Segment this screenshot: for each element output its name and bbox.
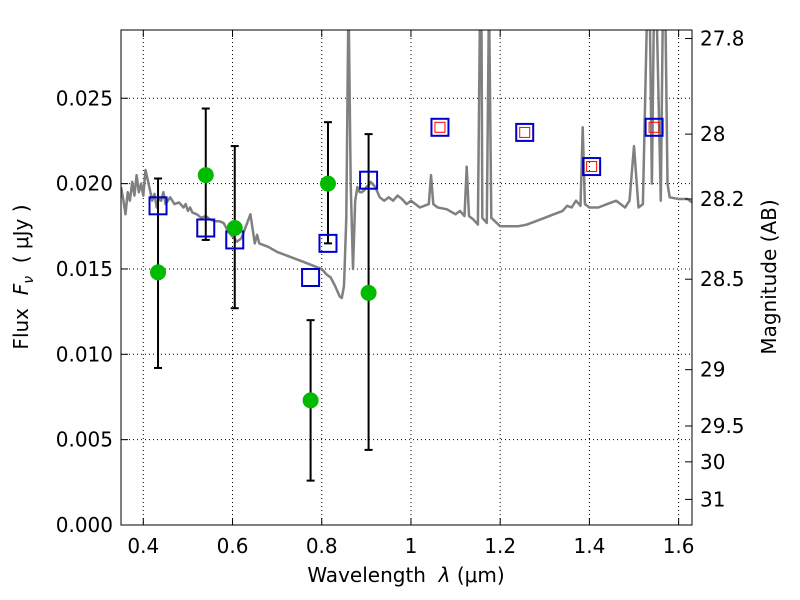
y-tick-label: 0.000 (56, 513, 113, 537)
model-square (301, 268, 321, 287)
observed-points (150, 167, 377, 409)
x-tick-label: 1.6 (663, 534, 695, 558)
observed-point (197, 167, 214, 184)
y-tick-label: 0.015 (56, 257, 113, 281)
y-axis-title: Flux Fν ( μJy ) (9, 204, 37, 349)
y2-tick-label: 28.5 (700, 267, 745, 291)
x-tick-label: 0.4 (127, 534, 159, 558)
model-square (582, 157, 602, 177)
x-tick-label: 0.6 (217, 534, 249, 558)
model-squares (148, 117, 664, 287)
observed-point (319, 175, 336, 192)
x-axis-ticks: 0.4 0.6 0.8 1 1.2 1.4 1.6 (127, 30, 695, 558)
x-tick-label: 1.2 (484, 534, 516, 558)
upper-limit-square (519, 126, 531, 138)
x-tick-label: 0.8 (306, 534, 338, 558)
observed-point (150, 264, 167, 281)
y2-tick-label: 31 (700, 487, 725, 511)
upper-limit-squares (434, 121, 660, 173)
model-square (359, 170, 379, 190)
y-axis-ticks: 0.000 0.005 0.010 0.015 0.020 0.025 (56, 86, 128, 537)
y2-tick-label: 27.8 (700, 27, 745, 51)
model-square (515, 122, 535, 142)
y2-tick-label: 30 (700, 450, 725, 474)
upper-limit-square (648, 121, 660, 133)
model-square (318, 233, 338, 253)
upper-limit-square (586, 161, 598, 173)
observed-point (360, 284, 377, 301)
observed-point (302, 392, 319, 409)
model-square (148, 196, 168, 216)
model-square (430, 117, 450, 137)
upper-limit-square (434, 121, 446, 133)
y2-tick-label: 29.5 (700, 414, 745, 438)
model-square (644, 117, 664, 137)
observed-point (226, 220, 243, 236)
model-square (196, 218, 216, 238)
x-axis-title: Wavelength λ (μm) (307, 563, 504, 587)
grid-lines (121, 30, 692, 526)
y-tick-label: 0.005 (56, 428, 113, 452)
template-sed (121, 30, 692, 300)
plot-background (121, 30, 692, 525)
y-tick-label: 0.010 (56, 342, 113, 366)
plot-frame (120, 29, 693, 526)
y-tick-label: 0.020 (56, 172, 113, 196)
sed-line (121, 30, 692, 300)
y2-axis-title: Magnitude (AB) (757, 199, 781, 354)
y-tick-label: 0.025 (56, 86, 113, 110)
y2-tick-label: 29 (700, 358, 725, 382)
x-tick-label: 1.4 (573, 534, 605, 558)
y2-axis-ticks: 27.8 28 28.2 28.5 29 29.5 30 31 (685, 27, 745, 511)
y2-tick-label: 28.2 (700, 187, 745, 211)
y2-tick-label: 28 (700, 122, 725, 146)
x-tick-label: 1 (405, 534, 418, 558)
